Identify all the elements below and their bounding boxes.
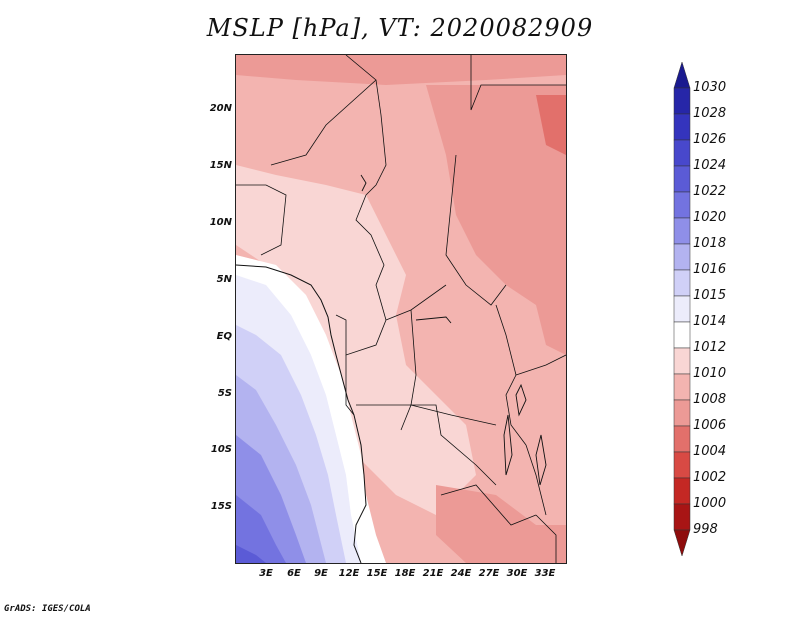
colorbar-segment xyxy=(673,217,691,245)
coastline xyxy=(236,264,367,563)
colorbar-segment xyxy=(673,269,691,297)
lon-label-12e: 12E xyxy=(338,568,360,579)
colorbar-segment xyxy=(673,87,691,115)
lon-label-15e: 15E xyxy=(366,568,388,579)
colorbar-label-1006: 1006 xyxy=(693,418,727,433)
lat-label-5s: 5S xyxy=(217,388,232,399)
colorbar-segment xyxy=(673,373,691,401)
colorbar-label-1012: 1012 xyxy=(693,340,727,355)
field-1024 xyxy=(236,545,266,563)
country-borders xyxy=(236,55,566,563)
pressure-field xyxy=(236,55,566,563)
colorbar-segment xyxy=(673,347,691,375)
lat-label-20n: 20N xyxy=(209,103,232,114)
field-1008-n xyxy=(236,55,566,85)
lat-label-15s: 15S xyxy=(210,501,232,512)
colorbar-segment xyxy=(673,321,691,349)
colorbar-label-1002: 1002 xyxy=(693,470,727,485)
lon-label-6e: 6E xyxy=(287,568,301,579)
colorbar-segment xyxy=(673,243,691,271)
map-panel xyxy=(235,54,567,564)
colorbar-label-1000: 1000 xyxy=(693,496,727,511)
lat-label-eq: EQ xyxy=(216,331,232,342)
colorbar-segment xyxy=(673,399,691,427)
lon-label-21e: 21E xyxy=(422,568,444,579)
colorbar-label-1016: 1016 xyxy=(693,262,727,277)
lon-label-24e: 24E xyxy=(450,568,472,579)
lat-label-10s: 10S xyxy=(210,444,232,455)
colorbar-label-1018: 1018 xyxy=(693,236,727,251)
colorbar-label-1020: 1020 xyxy=(693,210,727,225)
colorbar-label-1015: 1015 xyxy=(693,288,727,303)
colorbar-segment xyxy=(673,451,691,479)
lakes xyxy=(360,174,547,486)
grads-credit: GrADS: IGES/COLA xyxy=(4,604,91,614)
lon-label-18e: 18E xyxy=(394,568,416,579)
colorbar-segment xyxy=(673,477,691,505)
colorbar-label-1026: 1026 xyxy=(693,132,727,147)
colorbar-label-1024: 1024 xyxy=(693,158,727,173)
colorbar-label-1022: 1022 xyxy=(693,184,727,199)
colorbar-label-1004: 1004 xyxy=(693,444,727,459)
colorbar-segment xyxy=(673,139,691,167)
lat-label-15n: 15N xyxy=(209,160,232,171)
lat-label-10n: 10N xyxy=(209,217,232,228)
colorbar-label-1010: 1010 xyxy=(693,366,727,381)
colorbar xyxy=(673,61,691,557)
colorbar-arrow-top xyxy=(673,61,691,89)
field-1008-ne xyxy=(426,85,566,355)
colorbar-segment xyxy=(673,295,691,323)
field-1006-ne xyxy=(536,95,566,155)
colorbar-segment xyxy=(673,503,691,531)
colorbar-segment xyxy=(673,113,691,141)
lon-label-27e: 27E xyxy=(478,568,500,579)
colorbar-label-1014: 1014 xyxy=(693,314,727,329)
lon-label-9e: 9E xyxy=(314,568,328,579)
colorbar-arrow-bottom xyxy=(673,529,691,557)
colorbar-label-1028: 1028 xyxy=(693,106,727,121)
colorbar-segment xyxy=(673,425,691,453)
field-1012 xyxy=(236,165,476,515)
colorbar-label-998: 998 xyxy=(693,522,718,537)
colorbar-segment xyxy=(673,165,691,193)
field-1008-se xyxy=(436,485,566,563)
plot-title: MSLP [hPa], VT: 2020082909 xyxy=(206,14,594,42)
lon-label-33e: 33E xyxy=(534,568,556,579)
lon-label-3e: 3E xyxy=(259,568,273,579)
lat-label-5n: 5N xyxy=(216,274,232,285)
field-1022 xyxy=(236,495,286,563)
colorbar-label-1008: 1008 xyxy=(693,392,727,407)
colorbar-label-1030: 1030 xyxy=(693,80,727,95)
lon-label-30e: 30E xyxy=(506,568,528,579)
colorbar-segment xyxy=(673,191,691,219)
